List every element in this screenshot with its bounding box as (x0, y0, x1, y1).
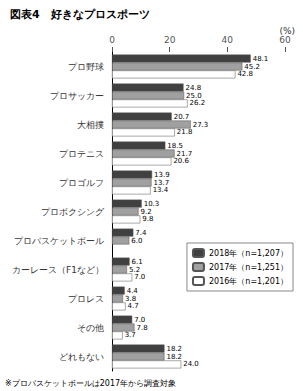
svg-text:※プロバスケットボールは2017年から調査対象: ※プロバスケットボールは2017年から調査対象 (5, 379, 176, 388)
svg-text:2016年（n=1,201）: 2016年（n=1,201） (209, 277, 288, 286)
svg-text:プロゴルフ: プロゴルフ (59, 178, 104, 188)
svg-text:18.2: 18.2 (166, 345, 182, 353)
svg-text:5.2: 5.2 (129, 266, 140, 274)
svg-text:図表4 好きなプロスポーツ: 図表4 好きなプロスポーツ (10, 8, 150, 21)
svg-text:4.7: 4.7 (128, 302, 139, 310)
svg-text:13.7: 13.7 (154, 179, 170, 187)
svg-text:40: 40 (222, 35, 234, 45)
svg-text:26.2: 26.2 (190, 99, 206, 107)
svg-text:7.8: 7.8 (136, 324, 147, 332)
svg-text:6.1: 6.1 (132, 258, 143, 266)
svg-text:2017年（n=1,251）: 2017年（n=1,251） (209, 263, 288, 272)
svg-text:プロ野球: プロ野球 (68, 62, 104, 72)
svg-text:10.3: 10.3 (144, 200, 160, 208)
svg-text:13.4: 13.4 (153, 186, 169, 194)
svg-text:9.2: 9.2 (141, 208, 152, 216)
svg-text:0: 0 (109, 35, 115, 45)
svg-text:13.9: 13.9 (154, 171, 170, 179)
svg-text:7.0: 7.0 (134, 273, 145, 281)
svg-text:7.4: 7.4 (135, 229, 147, 237)
svg-text:大相撲: 大相撲 (77, 120, 104, 130)
svg-text:プロサッカー: プロサッカー (50, 91, 104, 101)
svg-text:42.8: 42.8 (237, 70, 253, 78)
svg-text:24.8: 24.8 (186, 84, 202, 92)
svg-text:4.4: 4.4 (127, 287, 139, 295)
svg-text:7.0: 7.0 (134, 316, 145, 324)
svg-text:3.8: 3.8 (125, 295, 136, 303)
svg-text:3.7: 3.7 (125, 331, 136, 339)
svg-text:9.8: 9.8 (142, 215, 153, 223)
svg-text:プロレス: プロレス (68, 294, 104, 304)
svg-text:24.0: 24.0 (183, 360, 199, 368)
svg-text:プロテニス: プロテニス (59, 149, 104, 159)
svg-text:18.5: 18.5 (167, 142, 183, 150)
svg-text:6.0: 6.0 (131, 237, 142, 245)
svg-text:27.3: 27.3 (193, 121, 209, 129)
svg-text:カーレース（F1など）: カーレース（F1など） (12, 265, 104, 275)
svg-text:25.0: 25.0 (186, 92, 202, 100)
svg-text:60: 60 (279, 35, 291, 45)
svg-text:48.1: 48.1 (253, 55, 269, 63)
svg-text:20.7: 20.7 (174, 113, 190, 121)
svg-text:21.8: 21.8 (177, 128, 193, 136)
svg-text:18.2: 18.2 (166, 353, 182, 361)
svg-text:20.6: 20.6 (173, 157, 189, 165)
svg-text:20: 20 (164, 35, 176, 45)
svg-text:2018年（n=1,207）: 2018年（n=1,207） (209, 249, 288, 258)
svg-text:プロバスケットボール: プロバスケットボール (14, 236, 104, 246)
svg-text:その他: その他 (77, 323, 104, 333)
svg-text:プロボクシング: プロボクシング (41, 207, 105, 217)
svg-text:45.2: 45.2 (244, 63, 260, 71)
svg-text:どれもない: どれもない (59, 352, 104, 362)
svg-text:21.7: 21.7 (177, 150, 193, 158)
